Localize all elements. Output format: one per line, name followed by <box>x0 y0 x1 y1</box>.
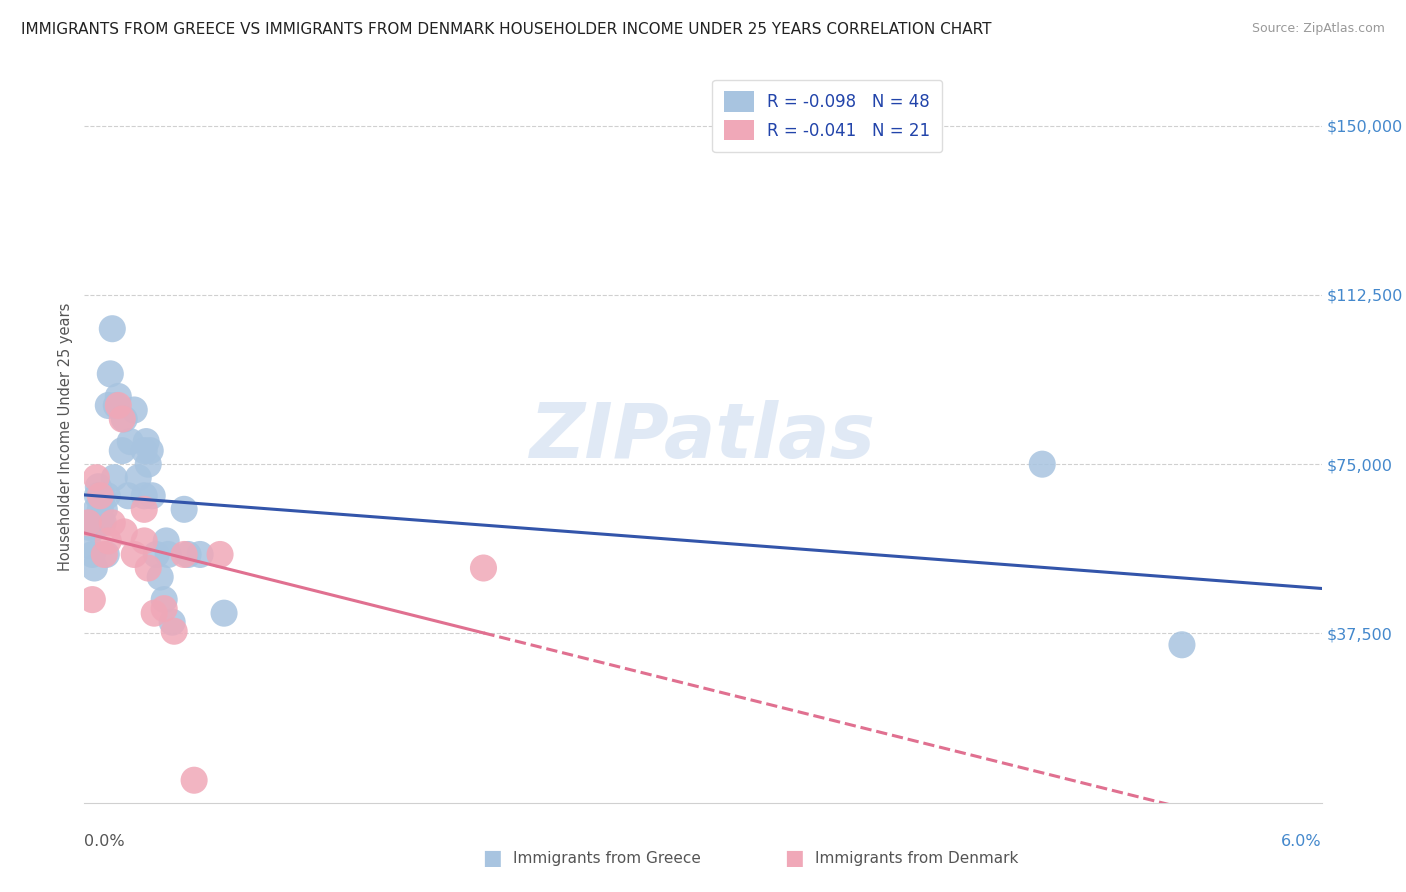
Point <box>134 502 156 516</box>
Point <box>122 403 145 417</box>
Point <box>149 570 172 584</box>
Point <box>91 516 114 530</box>
Point <box>120 434 142 449</box>
Point <box>89 489 111 503</box>
Point <box>145 548 167 562</box>
Point <box>93 548 115 562</box>
Point <box>122 548 145 562</box>
Point <box>134 489 156 503</box>
Point <box>111 443 134 458</box>
Point <box>155 533 177 548</box>
Point <box>472 561 495 575</box>
Point <box>136 457 159 471</box>
Point <box>97 533 120 548</box>
Point <box>177 548 200 562</box>
Point <box>188 548 211 562</box>
Point <box>82 516 104 530</box>
Point <box>86 471 108 485</box>
Point <box>143 606 166 620</box>
Text: ■: ■ <box>785 848 804 868</box>
Point <box>86 502 108 516</box>
Point <box>93 502 115 516</box>
Point <box>183 773 205 788</box>
Point <box>91 489 114 503</box>
Point <box>83 561 105 575</box>
Point <box>98 367 121 381</box>
Point <box>157 548 180 562</box>
Point <box>117 489 139 503</box>
Text: 6.0%: 6.0% <box>1281 834 1322 849</box>
Point <box>1171 638 1194 652</box>
Legend: R = -0.098   N = 48, R = -0.041   N = 21: R = -0.098 N = 48, R = -0.041 N = 21 <box>713 79 942 152</box>
Point <box>141 489 163 503</box>
Point <box>163 624 186 639</box>
Point <box>84 520 107 534</box>
Point <box>153 592 176 607</box>
Point <box>107 399 129 413</box>
Point <box>153 601 176 615</box>
Text: Immigrants from Greece: Immigrants from Greece <box>513 851 702 865</box>
Point <box>134 443 156 458</box>
Point <box>96 489 118 503</box>
Point <box>134 533 156 548</box>
Point <box>111 412 134 426</box>
Point <box>77 538 100 552</box>
Point <box>82 592 104 607</box>
Point <box>86 489 108 503</box>
Point <box>173 548 195 562</box>
Point <box>97 399 120 413</box>
Point <box>96 548 118 562</box>
Text: Immigrants from Denmark: Immigrants from Denmark <box>815 851 1019 865</box>
Point <box>87 480 110 494</box>
Point <box>139 443 162 458</box>
Point <box>103 471 125 485</box>
Point <box>77 516 100 530</box>
Point <box>79 520 101 534</box>
Text: ■: ■ <box>482 848 502 868</box>
Point <box>112 412 135 426</box>
Point <box>209 548 232 562</box>
Point <box>90 516 112 530</box>
Point <box>82 548 104 562</box>
Point <box>101 516 124 530</box>
Point <box>135 434 157 449</box>
Point <box>105 399 128 413</box>
Point <box>212 606 235 620</box>
Text: 0.0%: 0.0% <box>84 834 125 849</box>
Point <box>101 322 124 336</box>
Point <box>107 389 129 403</box>
Point <box>160 615 183 630</box>
Point <box>79 516 101 530</box>
Y-axis label: Householder Income Under 25 years: Householder Income Under 25 years <box>58 303 73 571</box>
Point <box>127 471 149 485</box>
Point <box>112 524 135 539</box>
Point <box>89 516 111 530</box>
Text: IMMIGRANTS FROM GREECE VS IMMIGRANTS FROM DENMARK HOUSEHOLDER INCOME UNDER 25 YE: IMMIGRANTS FROM GREECE VS IMMIGRANTS FRO… <box>21 22 991 37</box>
Text: Source: ZipAtlas.com: Source: ZipAtlas.com <box>1251 22 1385 36</box>
Point <box>136 561 159 575</box>
Text: ZIPatlas: ZIPatlas <box>530 401 876 474</box>
Point <box>1031 457 1053 471</box>
Point <box>89 502 111 516</box>
Point <box>173 502 195 516</box>
